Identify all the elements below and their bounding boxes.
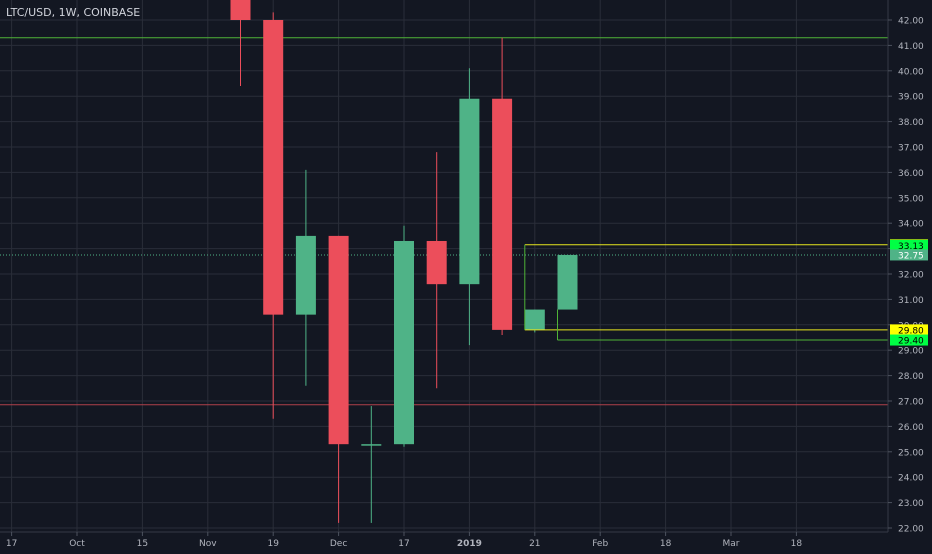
level-price-tag[interactable]: 29.80 (890, 324, 928, 336)
price-axis-background (888, 0, 932, 550)
price-tick-label: 25.00 (898, 448, 924, 458)
time-tick-label: 15 (137, 539, 148, 549)
time-tick-label: Feb (592, 539, 608, 549)
candle-body[interactable] (263, 20, 284, 315)
time-tick-label: 19 (267, 539, 279, 549)
time-axis[interactable]: 17 Oct 15 Nov 19 Dec 17 2019 21 Feb 18 Mar 18 (0, 531, 932, 550)
candle-body[interactable] (426, 240, 447, 285)
candle-body[interactable] (230, 0, 251, 20)
time-tick-label: 17 (6, 539, 17, 549)
price-tag-label: 29.40 (898, 337, 924, 347)
price-tick-label: 24.00 (898, 474, 924, 484)
candle-up[interactable] (361, 406, 382, 523)
time-tick-label: Dec (330, 539, 347, 549)
candle-body[interactable] (524, 309, 545, 330)
price-tick-label: 27.00 (898, 398, 924, 408)
price-tag[interactable]: 33.13 (890, 239, 928, 252)
candle-down[interactable] (426, 152, 447, 389)
candle-up[interactable] (557, 254, 578, 310)
time-tick-label: Mar (723, 539, 740, 549)
price-axis[interactable]: 22.00 23.00 24.00 25.00 26.00 27.00 28.00 29.00… (887, 0, 932, 550)
candle-down[interactable] (263, 12, 284, 419)
price-tick-label: 36.00 (898, 169, 924, 179)
price-tick-label: 35.00 (898, 194, 924, 204)
price-tag[interactable]: 32.75 (890, 249, 928, 261)
price-tag-background (890, 249, 928, 261)
level-lines[interactable] (524, 244, 888, 341)
time-tick-label: 18 (791, 539, 803, 549)
price-tick-label: 41.00 (898, 42, 924, 52)
price-tag-label: 33.13 (898, 242, 924, 252)
price-tick-label: 42.00 (898, 17, 924, 27)
time-tick-label: Nov (199, 539, 217, 549)
price-tick-label: 34.00 (898, 220, 924, 230)
time-tick-label: 2019 (457, 539, 482, 549)
price-tag-background (890, 324, 928, 336)
candle-up[interactable] (394, 225, 414, 447)
price-tick-label: 37.00 (898, 144, 924, 154)
price-tag-label: 32.75 (898, 251, 924, 261)
price-tick-label: 26.00 (898, 423, 924, 433)
price-tick-label: 31.00 (898, 296, 924, 306)
candle-up[interactable] (524, 309, 545, 333)
price-tick-label: 32.00 (898, 271, 924, 281)
price-tick-label: 22.00 (898, 525, 924, 535)
candle-down[interactable] (492, 37, 513, 335)
price-tick-label: 39.00 (898, 93, 924, 103)
price-tag-background (890, 239, 928, 251)
candle-down[interactable] (230, 0, 251, 87)
candle-body[interactable] (394, 240, 414, 445)
level-price-tag[interactable]: 29.40 (890, 334, 928, 347)
symbol-title[interactable]: LTC/USD, 1W, COINBASE (6, 6, 141, 19)
price-tick-label: 40.00 (898, 67, 924, 77)
price-tick-label: 28.00 (898, 372, 924, 382)
price-tick-label: 29.00 (898, 347, 924, 357)
candle-body[interactable] (361, 444, 382, 446)
price-tag-background (890, 334, 928, 346)
candle-up[interactable] (459, 68, 480, 346)
candle-body[interactable] (328, 235, 349, 445)
price-tick-label: 38.00 (898, 118, 924, 128)
candle-body[interactable] (295, 235, 316, 315)
candle-up[interactable] (295, 169, 316, 386)
time-axis-background (0, 532, 932, 550)
candle-body[interactable] (557, 254, 578, 310)
price-tag-label: 29.80 (898, 326, 924, 336)
time-tick-label: 17 (398, 539, 409, 549)
time-tick-label: Oct (69, 539, 85, 549)
time-tick-label: 21 (529, 539, 540, 549)
candle-body[interactable] (492, 98, 513, 330)
candles[interactable] (230, 0, 578, 523)
price-tick-label: 23.00 (898, 499, 924, 509)
candle-body[interactable] (459, 98, 480, 285)
time-tick-label: 18 (660, 539, 672, 549)
candle-down[interactable] (328, 235, 349, 523)
